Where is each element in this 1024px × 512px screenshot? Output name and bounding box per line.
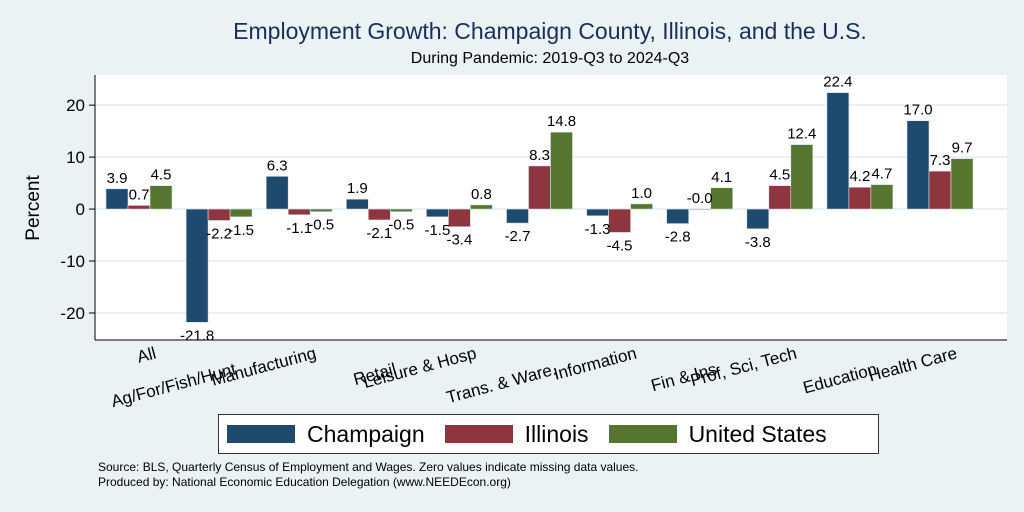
data-label: -3.8 bbox=[745, 234, 771, 251]
data-label: 8.3 bbox=[529, 147, 550, 164]
bar-illinois bbox=[928, 170, 952, 210]
data-label: 9.7 bbox=[952, 140, 973, 157]
chart-subtitle: During Pandemic: 2019-Q3 to 2024-Q3 bbox=[410, 50, 690, 67]
bar-champaign bbox=[105, 188, 129, 210]
data-label: 3.9 bbox=[107, 170, 128, 187]
data-label: 12.4 bbox=[787, 126, 816, 143]
bar-illinois bbox=[287, 208, 311, 216]
data-label: 1.9 bbox=[347, 180, 368, 197]
data-label: 4.2 bbox=[849, 168, 870, 185]
value-labels: 3.90.74.5-21.8-2.2-1.56.3-1.1-0.51.9-2.1… bbox=[107, 74, 973, 345]
legend-swatch-champaign bbox=[227, 425, 295, 443]
data-label: -1.1 bbox=[286, 220, 312, 237]
data-label: -0.0 bbox=[687, 190, 713, 207]
bar-illinois bbox=[848, 186, 872, 210]
x-tick-label: Prof, Sci, Tech bbox=[688, 344, 798, 391]
data-label: 22.4 bbox=[823, 74, 852, 91]
x-tick-label: Education bbox=[801, 360, 879, 398]
data-label: 4.5 bbox=[151, 167, 172, 184]
y-tick-label: 20 bbox=[66, 96, 85, 115]
data-label: -2.8 bbox=[665, 229, 691, 246]
bar-united-states bbox=[309, 208, 333, 212]
bar-illinois bbox=[768, 185, 792, 210]
bar-united-states bbox=[149, 185, 173, 210]
bar-united-states bbox=[870, 184, 894, 210]
x-tick-label: Trans. & Ware. bbox=[444, 360, 558, 408]
x-tick-label: All bbox=[135, 344, 158, 367]
produced-by-note: Produced by: National Economic Education… bbox=[98, 475, 511, 489]
data-label: 0.8 bbox=[471, 186, 492, 203]
legend-item-illinois: Illinois bbox=[444, 420, 589, 448]
bar-illinois bbox=[528, 165, 551, 210]
y-tick-label: -20 bbox=[60, 304, 85, 323]
bar-united-states bbox=[550, 131, 573, 210]
bar-champaign bbox=[666, 208, 690, 224]
data-label: -4.5 bbox=[607, 237, 633, 254]
y-tick-label: 10 bbox=[66, 148, 85, 167]
data-label: 14.8 bbox=[547, 113, 576, 130]
bar-champaign bbox=[185, 208, 209, 323]
legend-item-united-states: United States bbox=[608, 420, 827, 448]
y-axis-label: Percent bbox=[23, 175, 44, 241]
data-label: 0.7 bbox=[129, 186, 150, 203]
bar-champaign bbox=[345, 198, 369, 210]
bar-united-states bbox=[710, 187, 734, 210]
bar-united-states bbox=[470, 204, 493, 210]
footer: Source: BLS, Quarterly Census of Employm… bbox=[98, 460, 638, 490]
data-label: -1.3 bbox=[585, 221, 611, 238]
legend: Champaign Illinois United States bbox=[218, 414, 879, 454]
chart-title: Employment Growth: Champaign County, Ill… bbox=[233, 18, 867, 44]
bar-illinois bbox=[608, 208, 631, 233]
data-label: -2.7 bbox=[505, 228, 531, 245]
data-label: -1.5 bbox=[228, 222, 254, 239]
data-label: -0.5 bbox=[308, 217, 334, 234]
data-label: -2.2 bbox=[206, 225, 232, 242]
legend-swatch-illinois bbox=[444, 425, 513, 443]
bars bbox=[105, 92, 974, 323]
y-tick-label: -10 bbox=[60, 252, 85, 271]
bar-champaign bbox=[506, 208, 529, 224]
x-tick-label: Manufacturing bbox=[209, 344, 318, 390]
legend-label: Champaign bbox=[307, 420, 425, 447]
bar-champaign bbox=[826, 92, 850, 210]
data-label: -21.8 bbox=[180, 327, 214, 344]
bar-united-states bbox=[630, 203, 653, 210]
bar-champaign bbox=[746, 208, 770, 230]
data-label: -3.4 bbox=[446, 232, 472, 249]
x-tick-label: Information bbox=[552, 344, 639, 384]
x-tick-label: Health Care bbox=[866, 344, 959, 386]
data-label: 4.5 bbox=[769, 167, 790, 184]
data-label: 17.0 bbox=[903, 102, 932, 119]
y-ticks: 20 10 0 -10 -20 bbox=[60, 96, 95, 323]
bar-champaign bbox=[426, 208, 449, 218]
data-label: 7.3 bbox=[930, 152, 951, 169]
data-label: 4.7 bbox=[871, 166, 892, 183]
source-note: Source: BLS, Quarterly Census of Employm… bbox=[98, 460, 639, 474]
legend-item-champaign: Champaign bbox=[227, 421, 425, 448]
data-label: 4.1 bbox=[711, 169, 732, 186]
legend-label: United States bbox=[688, 420, 827, 447]
bar-illinois bbox=[367, 208, 391, 221]
data-label: -0.5 bbox=[388, 217, 414, 234]
bar-united-states bbox=[790, 144, 814, 210]
data-label: -2.1 bbox=[366, 225, 392, 242]
bar-champaign bbox=[586, 208, 609, 217]
bar-illinois bbox=[448, 208, 471, 228]
bar-united-states bbox=[229, 208, 253, 218]
bar-illinois bbox=[127, 205, 151, 210]
y-tick-label: 0 bbox=[76, 200, 85, 219]
legend-swatch-united-states bbox=[608, 425, 677, 443]
legend-label: Illinois bbox=[524, 420, 589, 447]
bar-united-states bbox=[950, 158, 974, 210]
bar-champaign bbox=[265, 176, 289, 210]
bar-illinois bbox=[688, 208, 712, 211]
data-label: 1.0 bbox=[631, 185, 652, 202]
data-label: -1.5 bbox=[424, 222, 450, 239]
bar-champaign bbox=[906, 120, 930, 210]
data-label: 6.3 bbox=[267, 157, 288, 174]
bar-united-states bbox=[389, 208, 413, 212]
bar-illinois bbox=[207, 208, 231, 221]
